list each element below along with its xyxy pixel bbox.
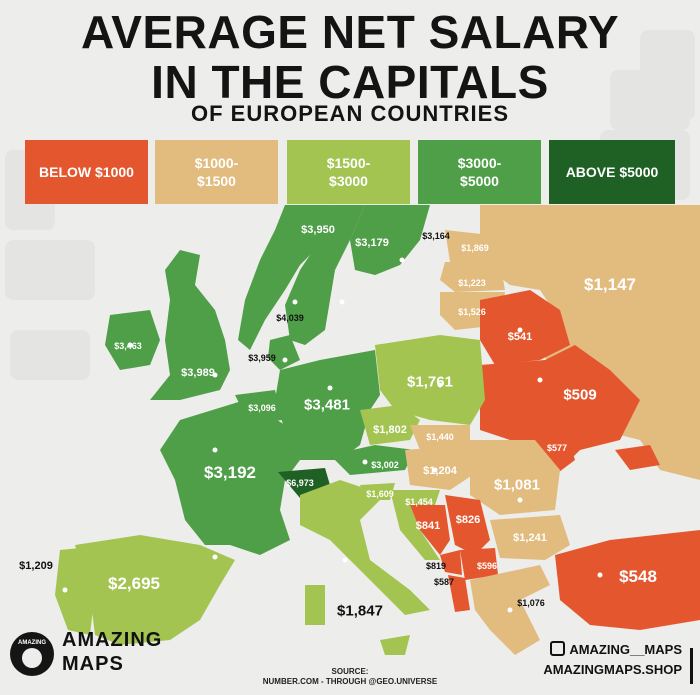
region-ukraine: [480, 345, 640, 470]
value-denmark: $3,959: [248, 353, 276, 363]
value-spain: $2,695: [108, 574, 160, 593]
brand-logo-text: AMAZING: [18, 640, 46, 646]
instagram-handle: AMAZING__MAPS: [569, 642, 682, 657]
value-belarus: $541: [507, 331, 533, 343]
value-slovakia: $1,440: [426, 432, 454, 442]
value-lithuania-capital: $1,526: [458, 307, 486, 317]
value-ireland: $3,463: [114, 341, 142, 351]
region-sicily: [380, 635, 410, 655]
value-austria: $3,002: [371, 460, 399, 470]
region-belarus: [480, 290, 570, 365]
region-turkey: [555, 530, 700, 630]
region-estonia: [445, 230, 500, 270]
value-turkey: $548: [619, 567, 657, 586]
region-sardinia: [305, 585, 325, 625]
value-finland: $3,179: [355, 237, 389, 249]
source-text: NUMBER.COM - THROUGH @GEO.UNIVERSE: [262, 677, 438, 686]
region-czechia: [360, 405, 420, 445]
region-spain: [75, 535, 235, 645]
region-slovenia: [360, 483, 395, 500]
value-uk: $3,989: [181, 367, 215, 379]
instagram-handle-row[interactable]: AMAZING__MAPS: [543, 640, 682, 660]
value-montenegro: $819: [425, 561, 447, 571]
region-romania: [470, 440, 560, 515]
title-line-1: AVERAGE NET SALARY: [80, 6, 620, 58]
value-bosnia: $841: [415, 520, 441, 532]
region-denmark: [268, 335, 300, 370]
value-lithuania: $1,223: [458, 278, 486, 288]
region-montenegro: [440, 550, 462, 575]
region-uk: [150, 250, 230, 400]
value-greece: $1,076: [517, 598, 545, 608]
region-crimea: [615, 445, 660, 470]
region-russia: [480, 205, 700, 480]
value-russia: $1,147: [584, 275, 636, 294]
region-moldova: [540, 430, 575, 475]
brand-line-1: AMAZING: [62, 629, 163, 651]
region-bosnia: [410, 505, 450, 555]
region-ireland: [105, 310, 160, 370]
region-germany: [275, 350, 380, 460]
region-slovakia: [410, 425, 470, 450]
value-france: $3,192: [204, 463, 256, 482]
value-slovenia: $1,609: [366, 489, 394, 499]
region-croatia: [390, 490, 440, 560]
region-italy: [300, 480, 430, 615]
value-croatia: $1,454: [405, 497, 433, 507]
value-portugal: $1,209: [19, 560, 53, 572]
region-france: [160, 400, 300, 555]
capital-dots: [62, 257, 603, 613]
value-hungary: $1,204: [423, 465, 457, 477]
brand-logo: AMAZING: [10, 632, 54, 676]
title-line-3: OF EUROPEAN COUNTRIES: [190, 101, 510, 126]
region-bulgaria: [490, 515, 570, 560]
legend-1500-3000: $1500- $3000: [287, 140, 410, 204]
value-albania: $587: [433, 577, 455, 587]
region-finland: [350, 205, 430, 275]
title-line-2: IN THE CAPITALS: [151, 56, 549, 108]
value-romania: $1,081: [494, 476, 540, 494]
value-germany: $3,481: [304, 396, 350, 414]
region-hungary: [405, 445, 480, 490]
instagram-icon: [550, 641, 566, 656]
region-norway: [238, 205, 330, 350]
region-poland: [375, 335, 485, 425]
shop-link[interactable]: AMAZINGMAPS.SHOP: [543, 662, 682, 677]
value-netherlands: $3,096: [248, 403, 276, 413]
social-links: AMAZING__MAPS AMAZINGMAPS.SHOP: [543, 640, 682, 680]
value-poland: $1,761: [407, 373, 453, 391]
legend-1000-1500: $1000- $1500: [155, 140, 278, 204]
value-italy: $1,847: [337, 602, 383, 620]
brand-line-2: MAPS: [62, 653, 124, 675]
value-ukraine: $509: [563, 386, 597, 404]
source-credit: SOURCE: NUMBER.COM - THROUGH @GEO.UNIVER…: [230, 667, 470, 687]
legend-above-5000: ABOVE $5000: [549, 140, 675, 204]
value-kosovo: $596: [476, 561, 498, 571]
region-austria: [330, 445, 415, 475]
value-latvia: $1,869: [461, 243, 489, 253]
value-sweden: $3,950: [301, 224, 335, 236]
region-kosovo: [460, 548, 498, 580]
region-albania: [448, 575, 470, 612]
legend-below-1000: BELOW $1000: [25, 140, 148, 204]
region-portugal: [55, 548, 95, 635]
value-norway: $4,039: [276, 313, 304, 323]
value-moldova: $577: [546, 443, 568, 453]
region-sweden: [285, 205, 365, 345]
value-estonia: $3,164: [422, 231, 450, 241]
brand-name: AMAZING MAPS: [62, 628, 162, 676]
divider-bar: [690, 648, 693, 684]
value-serbia: $826: [455, 514, 481, 526]
value-switzerland: $6,973: [286, 478, 314, 488]
globe-icon: [22, 648, 42, 668]
value-bulgaria: $1,241: [513, 532, 547, 544]
region-serbia: [445, 495, 490, 555]
source-label: SOURCE:: [331, 667, 369, 676]
value-czechia: $1,802: [373, 424, 407, 436]
legend-3000-5000: $3000- $5000: [418, 140, 541, 204]
region-latvia: [440, 262, 505, 292]
